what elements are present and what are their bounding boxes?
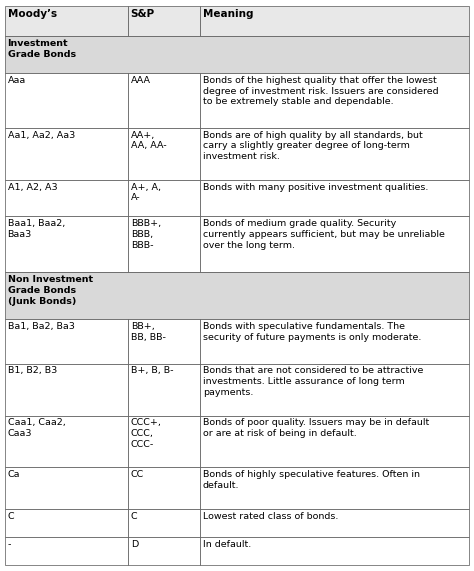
Bar xyxy=(200,468,469,509)
Text: Bonds of the highest quality that offer the lowest
degree of investment risk. Is: Bonds of the highest quality that offer … xyxy=(203,76,438,106)
Text: B+, B, B-: B+, B, B- xyxy=(131,367,173,376)
Bar xyxy=(128,416,200,468)
Text: Aaa: Aaa xyxy=(8,76,26,85)
Bar xyxy=(5,509,128,537)
Text: Moody’s: Moody’s xyxy=(8,9,57,19)
Text: CC: CC xyxy=(131,471,144,479)
Text: -: - xyxy=(8,540,11,549)
Bar xyxy=(200,537,469,565)
Bar xyxy=(5,364,128,416)
Bar xyxy=(5,128,128,180)
Bar xyxy=(5,216,128,272)
Text: Aa1, Aa2, Aa3: Aa1, Aa2, Aa3 xyxy=(8,131,75,140)
Bar xyxy=(5,537,128,565)
Text: A1, A2, A3: A1, A2, A3 xyxy=(8,183,57,191)
Bar xyxy=(5,73,128,128)
Text: Caa1, Caa2,
Caa3: Caa1, Caa2, Caa3 xyxy=(8,419,65,438)
Text: BBB+,
BBB,
BBB-: BBB+, BBB, BBB- xyxy=(131,219,161,250)
Text: C: C xyxy=(131,512,137,521)
Text: B1, B2, B3: B1, B2, B3 xyxy=(8,367,57,376)
Bar xyxy=(200,180,469,216)
Bar xyxy=(128,128,200,180)
Text: Bonds of poor quality. Issuers may be in default
or are at risk of being in defa: Bonds of poor quality. Issuers may be in… xyxy=(203,419,429,438)
Bar xyxy=(200,128,469,180)
Text: A+, A,
A-: A+, A, A- xyxy=(131,183,161,202)
Text: Bonds with speculative fundamentals. The
security of future payments is only mod: Bonds with speculative fundamentals. The… xyxy=(203,322,421,342)
Bar xyxy=(5,468,128,509)
Bar xyxy=(200,6,469,37)
Bar xyxy=(200,364,469,416)
Text: BB+,
BB, BB-: BB+, BB, BB- xyxy=(131,322,165,342)
Text: S&P: S&P xyxy=(131,9,155,19)
Text: Meaning: Meaning xyxy=(203,9,253,19)
Bar xyxy=(128,216,200,272)
Text: D: D xyxy=(131,540,138,549)
Text: Lowest rated class of bonds.: Lowest rated class of bonds. xyxy=(203,512,338,521)
Bar xyxy=(5,37,469,73)
Bar xyxy=(5,416,128,468)
Bar xyxy=(200,509,469,537)
Text: Bonds of medium grade quality. Security
currently appears sufficient, but may be: Bonds of medium grade quality. Security … xyxy=(203,219,445,250)
Text: Ba1, Ba2, Ba3: Ba1, Ba2, Ba3 xyxy=(8,322,74,331)
Text: Bonds with many positive investment qualities.: Bonds with many positive investment qual… xyxy=(203,183,428,191)
Text: AA+,
AA, AA-: AA+, AA, AA- xyxy=(131,131,166,150)
Text: Ca: Ca xyxy=(8,471,20,479)
Text: Bonds of highly speculative features. Often in
default.: Bonds of highly speculative features. Of… xyxy=(203,471,419,490)
Text: AAA: AAA xyxy=(131,76,151,85)
Text: CCC+,
CCC,
CCC-: CCC+, CCC, CCC- xyxy=(131,419,162,449)
Bar xyxy=(200,216,469,272)
Bar xyxy=(128,180,200,216)
Bar xyxy=(5,180,128,216)
Bar xyxy=(200,416,469,468)
Bar xyxy=(128,73,200,128)
Text: Non Investment
Grade Bonds
(Junk Bonds): Non Investment Grade Bonds (Junk Bonds) xyxy=(8,275,93,305)
Bar xyxy=(5,272,469,319)
Bar xyxy=(128,319,200,364)
Bar xyxy=(128,537,200,565)
Text: Investment
Grade Bonds: Investment Grade Bonds xyxy=(8,39,76,59)
Text: In default.: In default. xyxy=(203,540,251,549)
Bar xyxy=(5,6,128,37)
Bar xyxy=(128,6,200,37)
Text: Bonds that are not considered to be attractive
investments. Little assurance of : Bonds that are not considered to be attr… xyxy=(203,367,423,397)
Bar xyxy=(128,468,200,509)
Bar xyxy=(5,319,128,364)
Bar xyxy=(200,73,469,128)
Bar xyxy=(128,364,200,416)
Text: Bonds are of high quality by all standards, but
carry a slightly greater degree : Bonds are of high quality by all standar… xyxy=(203,131,422,161)
Bar xyxy=(200,319,469,364)
Text: C: C xyxy=(8,512,14,521)
Bar xyxy=(128,509,200,537)
Text: Baa1, Baa2,
Baa3: Baa1, Baa2, Baa3 xyxy=(8,219,65,239)
